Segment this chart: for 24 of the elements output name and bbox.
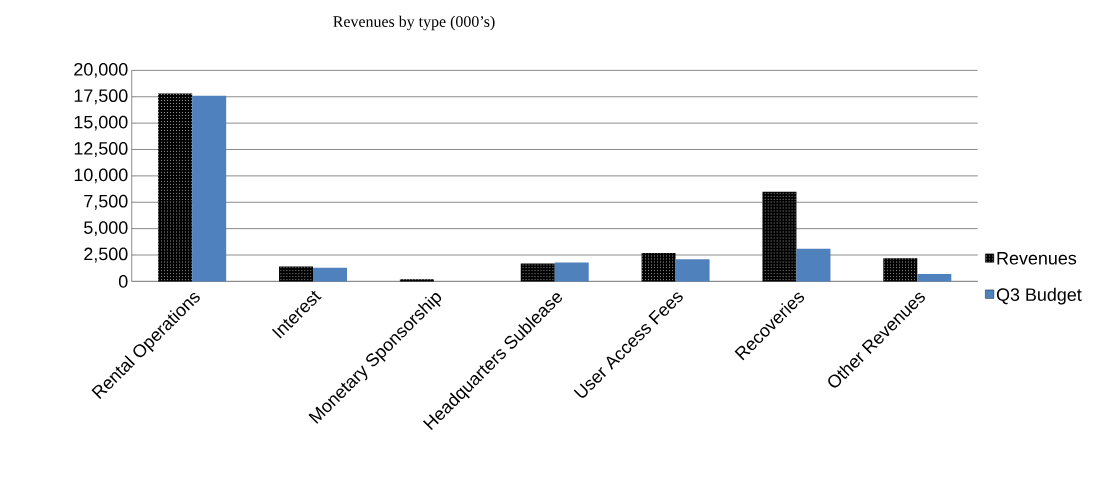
bar — [641, 252, 676, 282]
bar — [158, 93, 193, 282]
bar — [520, 263, 555, 282]
y-tick-label: 5,000 — [84, 221, 128, 237]
bar — [675, 259, 710, 282]
bar — [762, 191, 797, 282]
y-tick-label: 10,000 — [74, 168, 128, 184]
legend-label: Q3 Budget — [996, 287, 1082, 305]
bar — [279, 266, 314, 282]
bar — [796, 248, 831, 282]
bar — [883, 258, 918, 282]
y-tick-label: 7,500 — [84, 194, 128, 210]
y-tick-label: 0 — [118, 275, 128, 288]
bar — [554, 262, 589, 282]
y-tick-label: 20,000 — [74, 62, 128, 78]
y-tick-label: 17,500 — [74, 89, 128, 105]
y-tick-label: 12,500 — [74, 142, 128, 157]
legend-label: Revenues — [997, 252, 1077, 265]
y-tick-label: 15,000 — [74, 115, 128, 131]
y-tick-label: 2,500 — [84, 247, 128, 263]
bar — [313, 267, 348, 282]
chart-title: Revenues by type (000’s) — [333, 15, 495, 31]
bar — [192, 95, 227, 282]
bar — [917, 274, 952, 282]
